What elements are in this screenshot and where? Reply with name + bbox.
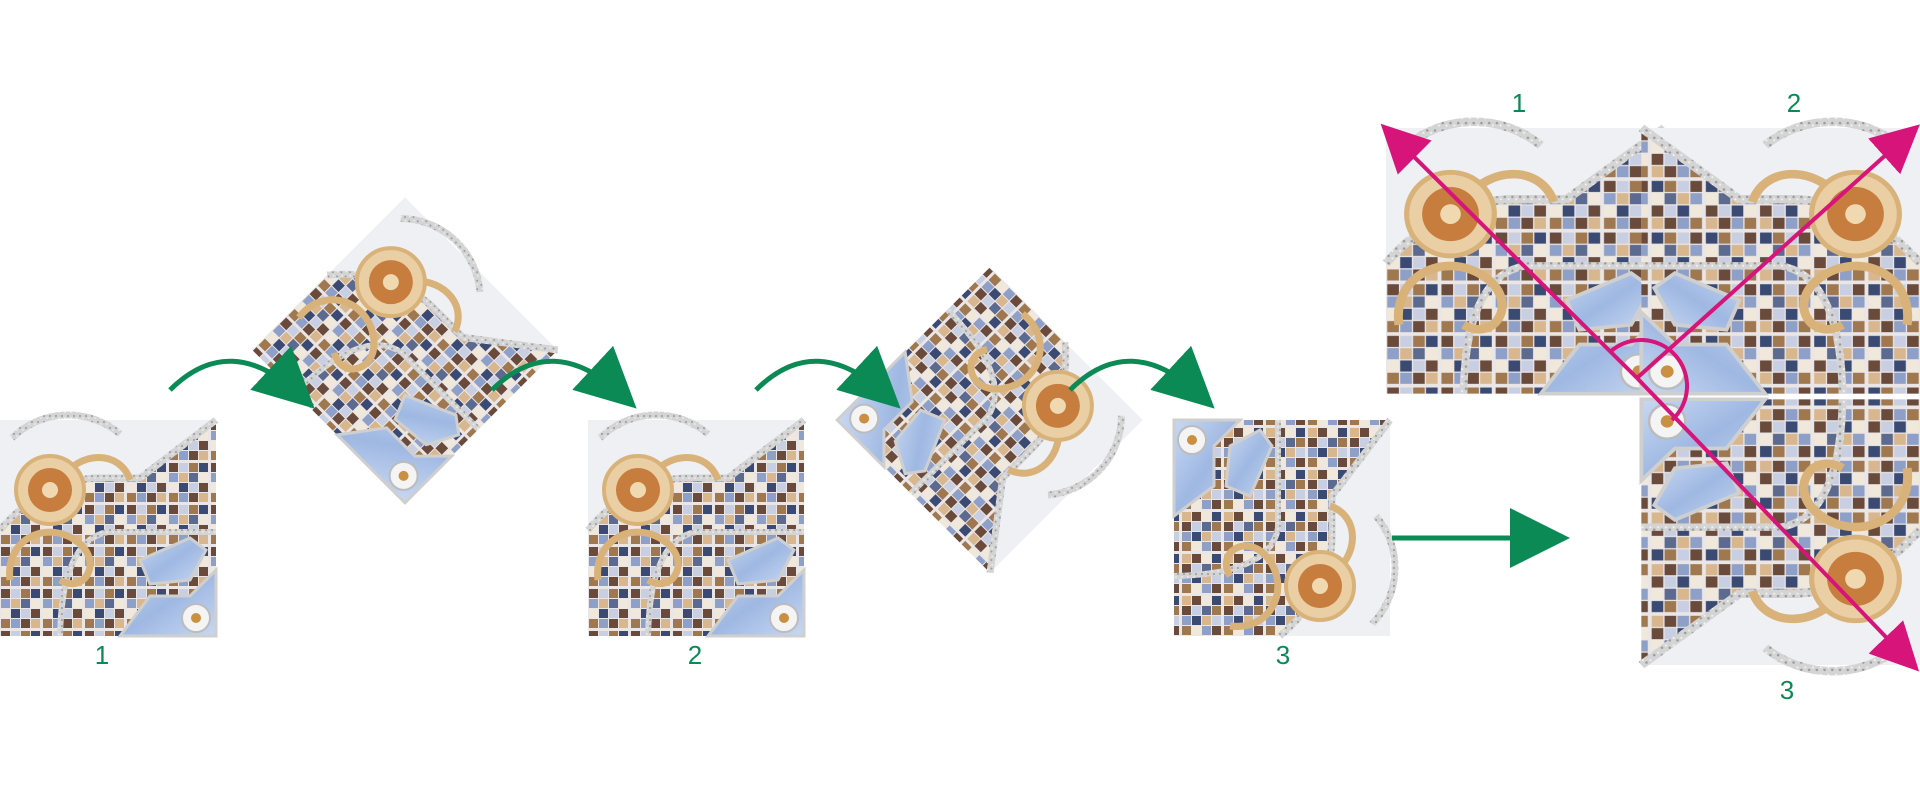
step-1-label: 1 — [82, 640, 122, 671]
assembled-label-3: 3 — [1767, 675, 1807, 706]
step-2-tile — [588, 415, 804, 636]
rotating-tile-b — [837, 267, 1146, 576]
step-3-label: 3 — [1263, 640, 1303, 671]
step-3-tile — [1174, 420, 1395, 636]
assembled-tile-1 — [1386, 122, 1665, 394]
assembled-figure — [1386, 122, 1920, 671]
step-1-tile — [0, 415, 216, 636]
step-2-label: 2 — [675, 640, 715, 671]
assembled-label-1: 1 — [1499, 88, 1539, 119]
assembled-label-2: 2 — [1774, 88, 1814, 119]
rotating-tile-a — [252, 194, 561, 503]
